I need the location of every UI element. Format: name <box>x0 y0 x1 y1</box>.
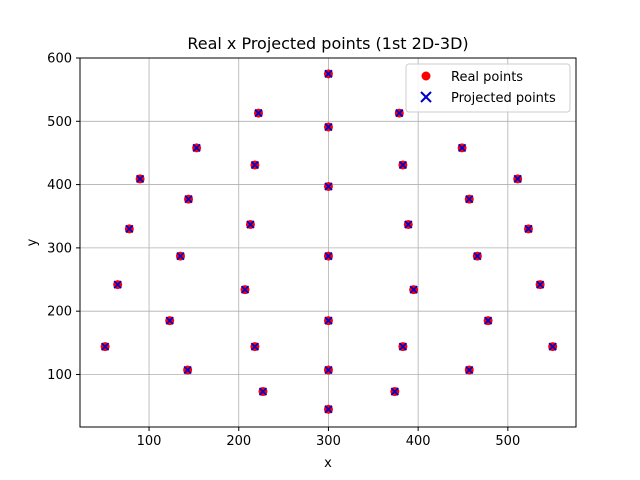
legend-marker-real <box>421 71 431 81</box>
projected-point <box>135 174 145 184</box>
data-points <box>100 69 558 414</box>
x-tick-label: 200 <box>226 434 251 449</box>
projected-point <box>113 280 122 289</box>
y-axis-label: y <box>25 238 40 246</box>
legend-label-projected: Projected points <box>451 91 556 106</box>
projected-point <box>513 174 522 184</box>
legend-box <box>405 63 571 113</box>
projected-point <box>250 342 260 351</box>
legend-marker-projected <box>420 91 432 103</box>
y-tick-label: 100 <box>47 368 72 383</box>
projected-point <box>246 220 255 229</box>
x-tick-label: 500 <box>495 434 520 449</box>
x-tick-label: 400 <box>406 434 431 449</box>
projected-point <box>183 365 192 375</box>
projected-point <box>473 251 482 261</box>
projected-point <box>165 316 174 325</box>
projected-point <box>390 387 399 396</box>
projected-point <box>465 195 474 204</box>
y-tick-label: 200 <box>47 305 72 320</box>
projected-point <box>254 108 263 118</box>
projected-point <box>465 365 474 375</box>
projected-point <box>404 220 413 229</box>
projected-point <box>324 122 333 132</box>
projected-point <box>398 342 408 351</box>
projected-point <box>192 143 201 153</box>
projected-point <box>535 280 545 289</box>
projected-point <box>409 285 418 294</box>
y-tick-label: 400 <box>47 178 72 193</box>
x-tick-label: 100 <box>137 434 162 449</box>
projected-point <box>457 143 467 153</box>
projected-point <box>524 224 533 234</box>
axis-ticks: 100 200 300 400 500 100 200 300 400 500 600 <box>47 52 520 450</box>
projected-point <box>395 108 404 118</box>
legend: Real points Projected points <box>405 63 571 113</box>
projected-point <box>548 342 557 351</box>
projected-point <box>324 69 333 78</box>
projected-point <box>240 285 250 294</box>
projected-point <box>324 405 333 414</box>
projected-point <box>324 251 333 261</box>
projected-point <box>324 365 333 375</box>
projected-point <box>324 316 333 325</box>
projected-point <box>483 316 493 325</box>
projected-point <box>398 160 408 170</box>
projected-point <box>324 182 333 191</box>
y-tick-label: 500 <box>47 115 72 130</box>
x-tick-label: 300 <box>316 434 341 449</box>
chart-title: Real x Projected points (1st 2D-3D) <box>187 34 468 53</box>
projected-point <box>100 342 110 351</box>
projected-point <box>125 224 134 234</box>
projected-point <box>184 195 193 204</box>
projected-point <box>250 160 260 170</box>
legend-label-real: Real points <box>451 70 523 85</box>
y-tick-label: 600 <box>47 52 72 67</box>
x-axis-label: x <box>324 456 332 471</box>
projected-point <box>176 251 185 261</box>
y-tick-label: 300 <box>47 241 72 256</box>
projected-point <box>258 387 268 396</box>
